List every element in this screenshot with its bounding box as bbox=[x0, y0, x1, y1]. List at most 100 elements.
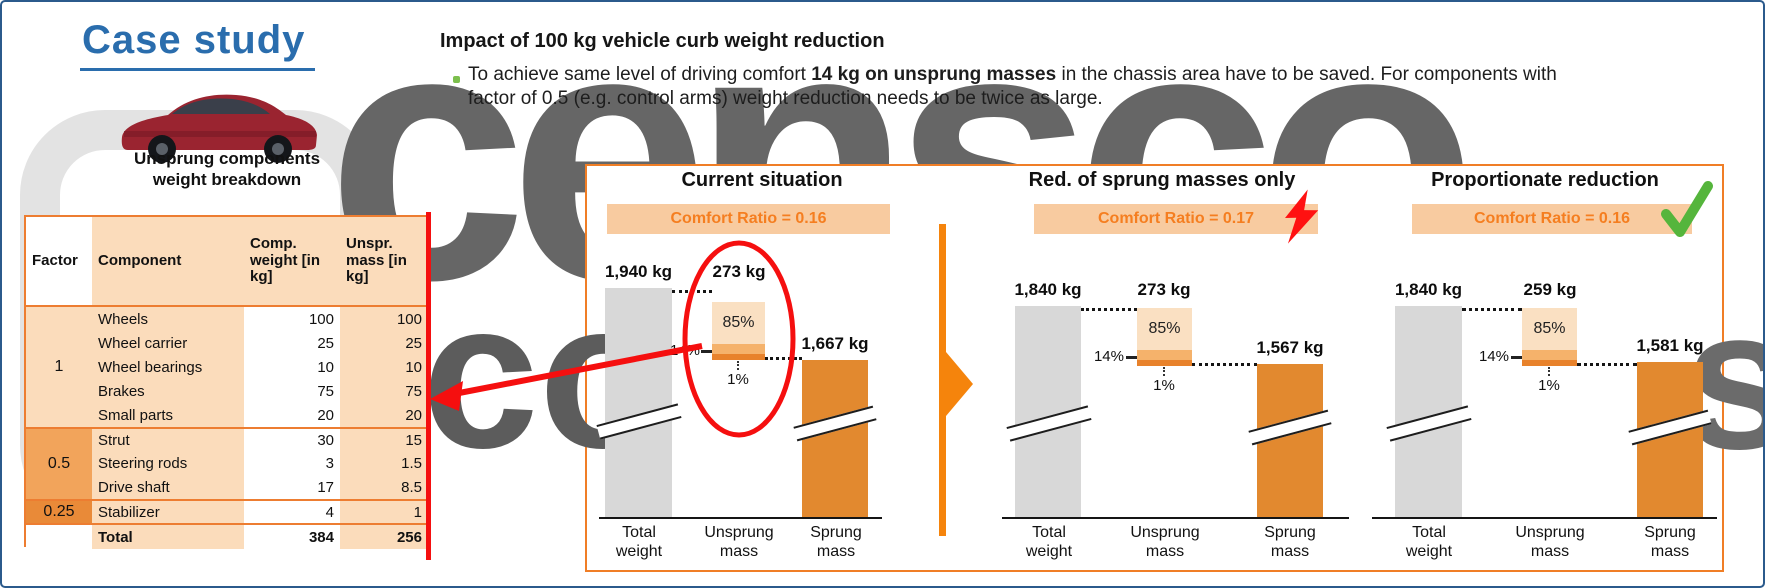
panel1-unsprung-14-segment bbox=[712, 344, 765, 354]
table-unspr-mass-cell: 1.5 bbox=[340, 451, 428, 475]
panel2-category-unsprung: Unsprung mass bbox=[1130, 524, 1200, 560]
table-unspr-mass-cell: 8.5 bbox=[340, 475, 428, 499]
table-unspr-mass-cell: 75 bbox=[340, 379, 428, 403]
table-component-cell: Strut bbox=[92, 427, 244, 451]
right-arrow-icon bbox=[946, 352, 973, 416]
panel1-category-unsprung: Unsprung mass bbox=[704, 524, 774, 560]
panel3-pct14-dash bbox=[1511, 356, 1522, 359]
table-component-cell: Wheel bearings bbox=[92, 355, 244, 379]
table-factor-cell: 0.25 bbox=[26, 499, 92, 523]
panel2-x-axis bbox=[1002, 517, 1349, 519]
panel3-unsprung-value: 259 kg bbox=[1523, 280, 1577, 299]
panel1-unsprung-value: 273 kg bbox=[712, 262, 766, 281]
panel2-leader2 bbox=[1192, 363, 1257, 366]
bullet-text-pre: To achieve same level of driving comfort bbox=[468, 64, 812, 85]
table-header-unspr-mass: Unspr. mass [in kg] bbox=[340, 217, 428, 307]
panel3-total-value: 1,840 kg bbox=[1394, 280, 1463, 299]
components-table: Factor Component Comp. weight [in kg] Un… bbox=[24, 215, 428, 549]
panel1-pct14-label: 14% bbox=[669, 342, 700, 359]
panel2-sprung-value: 1,567 kg bbox=[1256, 338, 1324, 357]
table-title: Unsprung components weight breakdown bbox=[32, 148, 422, 190]
table-title-line2: weight breakdown bbox=[152, 170, 302, 189]
panel3-comfort-ratio-text: Comfort Ratio = 0.16 bbox=[1473, 210, 1631, 227]
bullet-text-bold: 14 kg on unsprung masses bbox=[811, 64, 1057, 85]
panel1-bar-sprung-mass bbox=[802, 360, 868, 517]
panel1-comfort-ratio-badge: Comfort Ratio = 0.16 bbox=[607, 204, 890, 234]
panel2-comfort-ratio-badge: Comfort Ratio = 0.17 bbox=[1034, 204, 1318, 234]
panel1-title: Current situation bbox=[681, 169, 843, 191]
panel3-title: Proportionate reduction bbox=[1431, 169, 1659, 191]
table-component-cell: Brakes bbox=[92, 379, 244, 403]
panel3-category-total: Total weight bbox=[1405, 524, 1453, 560]
table-component-cell: Stabilizer bbox=[92, 499, 244, 523]
panel1-pct1-tick bbox=[737, 361, 739, 370]
panel2-pct1-tick bbox=[1163, 367, 1165, 376]
panel3-unsprung-14-segment bbox=[1522, 350, 1577, 360]
panel1-unsprung-1-segment bbox=[712, 354, 765, 360]
table-factor-cell: 0.5 bbox=[26, 427, 92, 499]
panel1-category-total: Total weight bbox=[615, 524, 663, 560]
section-title: Impact of 100 kg vehicle curb weight red… bbox=[440, 30, 885, 52]
panel3-pct1-label: 1% bbox=[1538, 377, 1560, 394]
table-total-label: Total bbox=[92, 523, 244, 549]
panel3-x-axis bbox=[1372, 517, 1717, 519]
table-component-cell: Small parts bbox=[92, 403, 244, 427]
panel1-category-sprung: Sprung mass bbox=[810, 524, 862, 560]
table-header-component: Component bbox=[92, 217, 244, 307]
table-comp-weight-cell: 4 bbox=[244, 499, 340, 523]
table-comp-weight-cell: 17 bbox=[244, 475, 340, 499]
panel1-x-axis bbox=[599, 517, 882, 519]
panel2-bar-unsprung-mass: 85% bbox=[1137, 308, 1192, 366]
panel1-leader2 bbox=[765, 357, 802, 360]
panel1-bar-total-weight bbox=[605, 288, 672, 517]
panel3-leader2 bbox=[1577, 363, 1637, 366]
page-title: Case study bbox=[80, 18, 316, 71]
table-total-comp-weight: 384 bbox=[244, 523, 340, 549]
panel3-category-unsprung: Unsprung mass bbox=[1515, 524, 1585, 560]
table-comp-weight-cell: 25 bbox=[244, 331, 340, 355]
table-unspr-mass-cell: 15 bbox=[340, 427, 428, 451]
table-comp-weight-cell: 100 bbox=[244, 307, 340, 331]
panel1-sprung-value: 1,667 kg bbox=[801, 334, 869, 353]
table-comp-weight-cell: 3 bbox=[244, 451, 340, 475]
table-unspr-mass-cell: 1 bbox=[340, 499, 428, 523]
panel2-comfort-ratio-text: Comfort Ratio = 0.17 bbox=[1097, 210, 1255, 227]
table-unspr-mass-cell: 25 bbox=[340, 331, 428, 355]
car-image bbox=[121, 94, 317, 163]
panel2-leader1 bbox=[1081, 308, 1137, 311]
panel3-bar-unsprung-mass: 85% bbox=[1522, 308, 1577, 366]
table-component-cell: Wheel carrier bbox=[92, 331, 244, 355]
table-unspr-mass-cell: 20 bbox=[340, 403, 428, 427]
panel1-bar-unsprung-mass: 85% bbox=[712, 302, 765, 360]
panel1-comfort-ratio-text: Comfort Ratio = 0.16 bbox=[670, 210, 827, 227]
panel3-pct1-tick bbox=[1548, 367, 1550, 376]
lightning-icon bbox=[1285, 189, 1319, 244]
panel3-category-sprung: Sprung mass bbox=[1644, 524, 1696, 560]
panel2-total-value: 1,840 kg bbox=[1014, 280, 1082, 299]
table-component-cell: Wheels bbox=[92, 307, 244, 331]
checkmark-icon bbox=[1661, 181, 1713, 237]
panel3-unsprung-85-segment: 85% bbox=[1522, 308, 1577, 350]
table-header-factor: Factor bbox=[26, 217, 92, 307]
panel1-leader1 bbox=[672, 290, 712, 293]
table-comp-weight-cell: 30 bbox=[244, 427, 340, 451]
panel3-comfort-ratio-badge: Comfort Ratio = 0.16 bbox=[1412, 204, 1692, 234]
bullet-text-post: in the chassis area have to be saved. Fo… bbox=[468, 64, 1557, 109]
panel2-unsprung-value: 273 kg bbox=[1137, 280, 1191, 299]
table-title-line1: Unsprung components bbox=[133, 149, 321, 168]
table-comp-weight-cell: 75 bbox=[244, 379, 340, 403]
table-component-cell: Drive shaft bbox=[92, 475, 244, 499]
panel3-sprung-value: 1,581 kg bbox=[1636, 336, 1704, 355]
bullet-text: To achieve same level of driving comfort… bbox=[468, 63, 1603, 111]
bullet-icon bbox=[453, 76, 460, 83]
panel3-pct14-label: 14% bbox=[1478, 348, 1509, 365]
panel1-pct14-dash bbox=[701, 350, 712, 353]
panel2-title: Red. of sprung masses only bbox=[1028, 169, 1296, 191]
panel2-unsprung-85-segment: 85% bbox=[1137, 308, 1192, 350]
panel3-unsprung-1-segment bbox=[1522, 360, 1577, 366]
table-cell bbox=[26, 523, 92, 549]
panel2-unsprung-14-segment bbox=[1137, 350, 1192, 360]
panel1-unsprung-85-segment: 85% bbox=[712, 302, 765, 344]
panel2-category-sprung: Sprung mass bbox=[1264, 524, 1316, 560]
